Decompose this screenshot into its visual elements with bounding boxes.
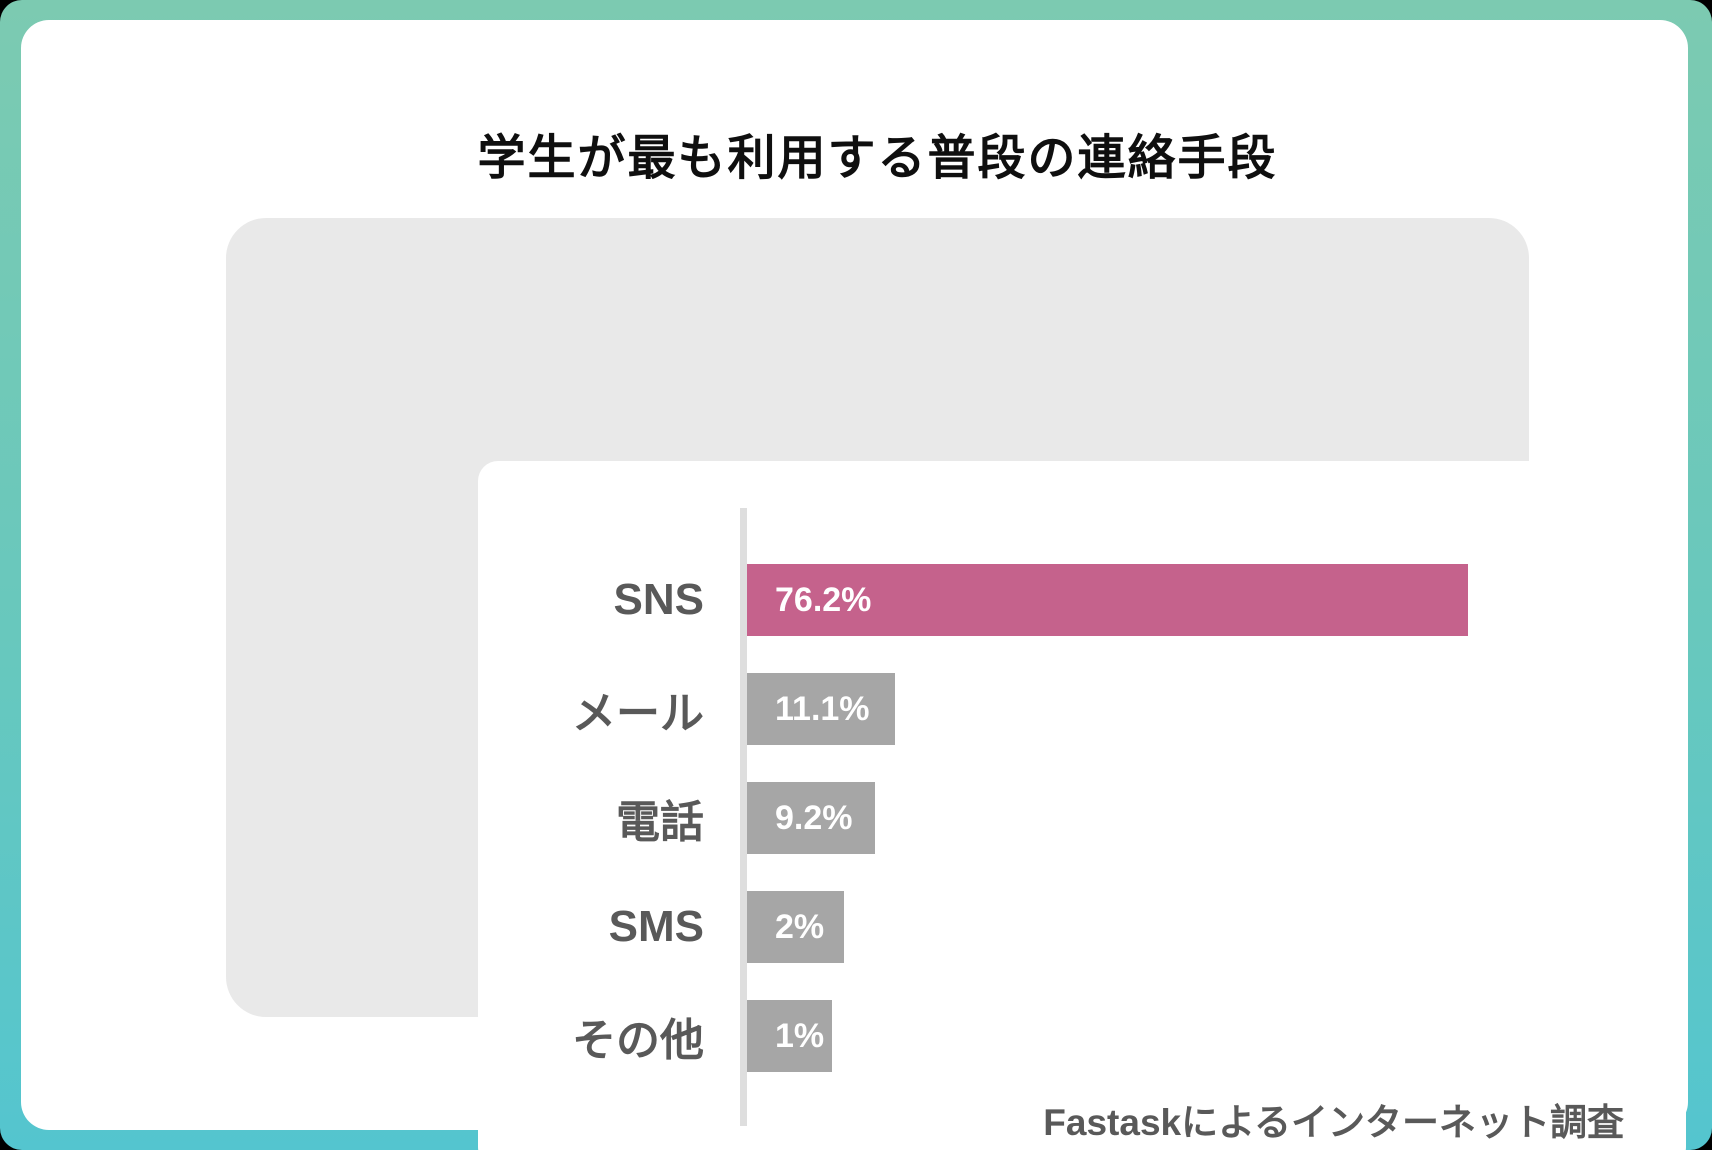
bar: 11.1% bbox=[747, 673, 895, 745]
bar: 76.2% bbox=[747, 564, 1468, 636]
bar-row: 電話 9.2% bbox=[478, 782, 1686, 854]
category-label: メール bbox=[572, 689, 704, 738]
bar: 1% bbox=[747, 1000, 832, 1072]
value-label: 11.1% bbox=[775, 689, 870, 728]
category-label: その他 bbox=[572, 1016, 704, 1065]
bar-row: SMS 2% bbox=[478, 891, 1686, 963]
bar: 2% bbox=[747, 891, 844, 963]
category-label: SNS bbox=[613, 575, 704, 624]
plot-area: SNS 76.2% メール 11.1% 電話 9.2% SMS 2% その他 1… bbox=[478, 461, 1686, 1150]
y-axis-line bbox=[740, 508, 747, 1126]
chart-panel: SNS 76.2% メール 11.1% 電話 9.2% SMS 2% その他 1… bbox=[226, 218, 1686, 1150]
value-label: 1% bbox=[775, 1016, 825, 1055]
category-label: 電話 bbox=[616, 798, 704, 847]
bar-row: その他 1% bbox=[478, 1000, 1686, 1072]
bar-row: SNS 76.2% bbox=[478, 564, 1686, 636]
chart-title: 学生が最も利用する普段の連絡手段 bbox=[477, 132, 1278, 185]
category-label: SMS bbox=[608, 902, 704, 951]
bar-row: メール 11.1% bbox=[478, 673, 1686, 745]
value-label: 2% bbox=[775, 907, 825, 946]
source-note: Fastaskによるインターネット調査 bbox=[1043, 1102, 1624, 1143]
bar: 9.2% bbox=[747, 782, 875, 854]
value-label: 9.2% bbox=[775, 798, 853, 837]
value-label: 76.2% bbox=[775, 580, 872, 619]
content-card: 学生が最も利用する普段の連絡手段 SNS 76.2% メール 11.1% 電話 … bbox=[21, 20, 1688, 1150]
